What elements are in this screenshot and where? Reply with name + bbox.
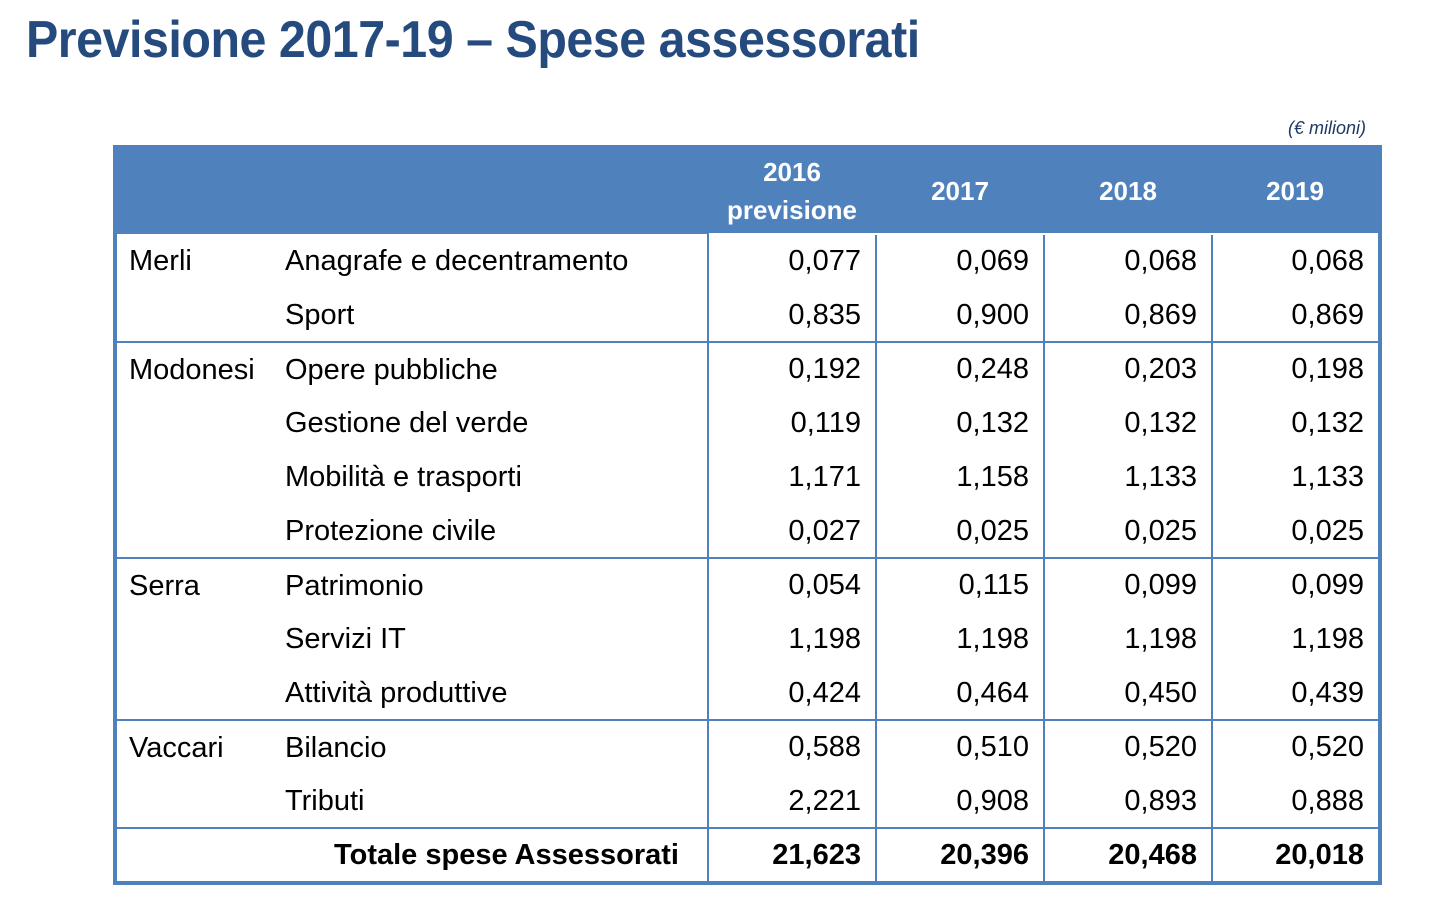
value-2018: 0,450	[1043, 665, 1212, 720]
assessore-cell: Modonesi	[115, 341, 275, 396]
value-2016: 0,192	[707, 341, 876, 396]
value-2019: 0,198	[1211, 341, 1380, 396]
header-2016-subtitle: previsione	[726, 195, 858, 225]
table-header: 2016 previsione 2017 2018 2019	[115, 147, 1380, 234]
value-2017: 0,248	[875, 341, 1044, 396]
value-2018: 0,132	[1043, 395, 1212, 450]
value-2016: 0,424	[707, 665, 876, 720]
unit-note: (€ milioni)	[1287, 118, 1366, 138]
table-body: Merli Anagrafe e decentramento 0,077 0,069 0…	[115, 233, 1380, 883]
categoria-cell: Sport	[285, 298, 355, 331]
value-2019: 0,520	[1211, 719, 1380, 774]
value-2018: 0,099	[1043, 557, 1212, 612]
value-2019: 0,068	[1211, 233, 1380, 288]
value-2017: 1,158	[875, 449, 1044, 504]
table-row: Mobilità e trasporti 1,171 1,158 1,133 1,133	[115, 449, 1380, 504]
total-2019: 20,018	[1211, 827, 1380, 883]
categoria-cell: Patrimonio	[275, 557, 708, 612]
total-2018: 20,468	[1043, 827, 1212, 883]
value-2017: 0,115	[875, 557, 1044, 612]
table-row: Gestione del verde 0,119 0,132 0,132 0,132	[115, 395, 1380, 450]
table-row: Modonesi Opere pubbliche 0,192 0,248 0,203 0,…	[115, 341, 1380, 396]
value-2016: 2,221	[707, 773, 876, 828]
value-2019: 0,025	[1211, 503, 1380, 558]
header-2016-year: 2016	[763, 157, 821, 187]
assessore-cell	[115, 450, 275, 504]
categoria-cell: Bilancio	[275, 719, 708, 774]
assessore-cell: Vaccari	[115, 719, 275, 774]
value-2018: 1,133	[1043, 449, 1212, 504]
categoria-cell: Gestione del verde	[285, 407, 529, 439]
value-2018: 0,203	[1043, 341, 1212, 396]
total-row: Totale spese Assessorati 21,623 20,396 2…	[115, 827, 1380, 883]
value-2017: 0,510	[875, 719, 1044, 774]
value-2016: 0,588	[707, 719, 876, 774]
categoria-cell: Protezione civile	[285, 514, 497, 547]
assessore-cell	[115, 612, 275, 666]
value-2017: 0,908	[875, 773, 1044, 828]
assessore-cell: Merli	[129, 245, 192, 277]
header-2016: 2016 previsione	[708, 147, 876, 234]
table-row: Sport 0,835 0,900 0,869 0,869	[115, 287, 1380, 342]
value-2016: 0,077	[707, 233, 876, 288]
value-2018: 0,893	[1043, 773, 1212, 828]
categoria-cell: Opere pubbliche	[275, 341, 708, 396]
table-row: Attività produttive 0,424 0,464 0,450 0,439	[115, 665, 1380, 720]
value-2019: 0,869	[1211, 287, 1380, 342]
categoria-cell: Tributi	[285, 784, 365, 817]
value-2018: 0,068	[1043, 233, 1212, 288]
categoria-cell: Anagrafe e decentramento	[285, 245, 629, 277]
header-assessore	[115, 147, 275, 234]
table-row: Protezione civile 0,027 0,025 0,025 0,025	[115, 503, 1380, 558]
value-2017: 0,132	[875, 395, 1044, 450]
header-2019: 2019	[1212, 147, 1380, 234]
value-2019: 0,132	[1211, 395, 1380, 450]
assessore-cell	[115, 288, 275, 342]
total-2017: 20,396	[875, 827, 1044, 883]
value-2016: 1,198	[707, 611, 876, 666]
value-2016: 0,027	[707, 503, 876, 558]
table-row: Serra Patrimonio 0,054 0,115 0,099 0,099	[115, 557, 1380, 612]
value-2016: 0,054	[707, 557, 876, 612]
value-2018: 0,869	[1043, 287, 1212, 342]
assessore-cell	[115, 504, 275, 558]
expense-table: 2016 previsione 2017 2018 2019 Merli Anag…	[113, 145, 1382, 885]
value-2019: 1,133	[1211, 449, 1380, 504]
value-2016: 0,119	[707, 395, 876, 450]
value-2018: 1,198	[1043, 611, 1212, 666]
total-label: Totale spese Assessorati	[115, 827, 708, 883]
page-title: Previsione 2017-19 – Spese assessorati	[26, 11, 920, 69]
categoria-cell: Servizi IT	[285, 623, 406, 655]
value-2019: 0,099	[1211, 557, 1380, 612]
assessore-cell: Serra	[115, 557, 275, 612]
header-2017: 2017	[876, 147, 1044, 234]
value-2016: 1,171	[707, 449, 876, 504]
table-row: Vaccari Bilancio 0,588 0,510 0,520 0,520	[115, 719, 1380, 774]
assessore-cell	[115, 666, 275, 720]
value-2019: 0,888	[1211, 773, 1380, 828]
value-2017: 1,198	[875, 611, 1044, 666]
assessore-cell	[115, 774, 275, 828]
header-categoria	[275, 147, 708, 234]
categoria-cell: Mobilità e trasporti	[285, 461, 522, 493]
table-row: Servizi IT 1,198 1,198 1,198 1,198	[115, 611, 1380, 666]
total-2016: 21,623	[707, 827, 876, 883]
value-2017: 0,025	[875, 503, 1044, 558]
value-2017: 0,069	[875, 233, 1044, 288]
categoria-cell: Attività produttive	[285, 676, 508, 709]
value-2018: 0,520	[1043, 719, 1212, 774]
value-2019: 1,198	[1211, 611, 1380, 666]
table-row: Merli Anagrafe e decentramento 0,077 0,069 0…	[115, 233, 1380, 288]
header-2018: 2018	[1044, 147, 1212, 234]
value-2017: 0,900	[875, 287, 1044, 342]
table-row: Tributi 2,221 0,908 0,893 0,888	[115, 773, 1380, 828]
value-2019: 0,439	[1211, 665, 1380, 720]
value-2016: 0,835	[707, 287, 876, 342]
value-2017: 0,464	[875, 665, 1044, 720]
assessore-cell	[115, 396, 275, 450]
value-2018: 0,025	[1043, 503, 1212, 558]
